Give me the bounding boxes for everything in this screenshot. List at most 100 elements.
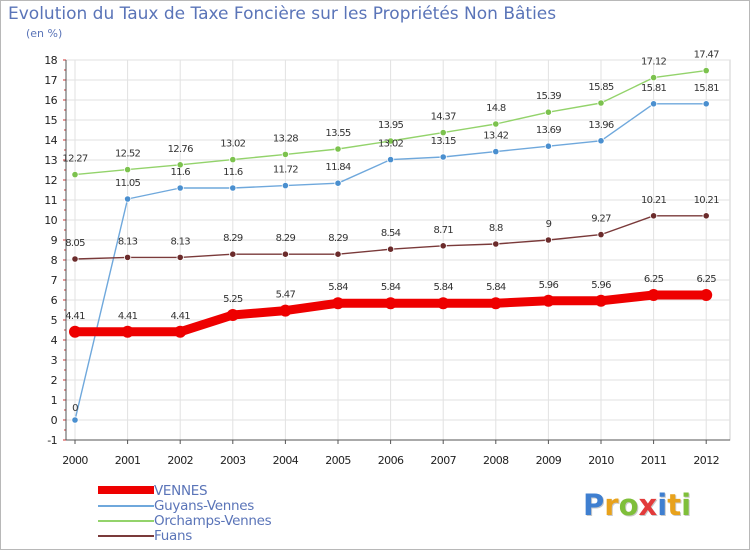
- x-tick-label: 2004: [273, 454, 299, 467]
- legend-label: Orchamps-Vennes: [154, 513, 272, 529]
- data-point: [281, 250, 289, 258]
- data-point: [544, 142, 553, 150]
- data-point: [229, 250, 237, 258]
- data-point: [384, 297, 397, 310]
- series-lines: [69, 67, 713, 424]
- y-tick-label: 6: [51, 294, 58, 307]
- data-label: 13.55: [325, 128, 350, 139]
- data-point: [386, 156, 395, 164]
- data-label: 15.85: [588, 82, 613, 93]
- data-label: 9.27: [591, 214, 611, 225]
- data-point: [334, 145, 342, 153]
- y-tick-label: 17: [44, 74, 57, 87]
- data-point: [702, 212, 710, 220]
- data-label: 13.15: [431, 136, 456, 147]
- y-unit-label: (en %): [26, 27, 63, 40]
- data-labels: 4.41 4.41 4.41 5.25 5.47 5.84 5.84 5.84 5.84 5.96…: [62, 50, 719, 414]
- x-tick-label: 2007: [430, 454, 456, 467]
- data-point: [124, 166, 132, 174]
- data-point: [649, 212, 658, 220]
- y-tick-label: 8: [51, 254, 58, 267]
- data-label: 4.41: [170, 311, 190, 322]
- data-label: 13.69: [536, 125, 561, 136]
- legend-label: Guyans-Vennes: [154, 498, 254, 514]
- data-label: 11.84: [325, 162, 350, 173]
- data-label: 14.37: [431, 112, 456, 123]
- data-label: 12.76: [168, 144, 193, 155]
- x-tick-label: 2010: [588, 454, 614, 467]
- x-tick-label: 2008: [483, 454, 509, 467]
- data-point: [542, 294, 555, 307]
- data-point: [492, 148, 500, 156]
- legend-swatch: [98, 505, 154, 507]
- data-point: [124, 195, 132, 203]
- data-label: 5.84: [328, 282, 348, 293]
- data-label: 5.96: [591, 280, 611, 291]
- y-tick-label: 9: [51, 234, 58, 247]
- data-label: 5.96: [539, 280, 559, 291]
- data-point: [439, 242, 447, 250]
- data-label: 8.71: [433, 225, 453, 236]
- data-point: [597, 99, 605, 107]
- data-label: 14.8: [486, 103, 506, 114]
- data-label: 8.54: [381, 228, 401, 239]
- data-point: [437, 297, 450, 310]
- data-label: 6.25: [696, 274, 716, 285]
- data-point: [439, 129, 447, 137]
- y-tick-label: 4: [51, 334, 58, 347]
- data-label: 8.29: [276, 233, 296, 244]
- data-point: [334, 250, 342, 258]
- y-tick-label: 3: [51, 354, 58, 367]
- data-point: [226, 309, 239, 321]
- y-tick-label: 13: [44, 154, 57, 167]
- data-label: 10.21: [694, 195, 719, 206]
- data-point: [334, 179, 342, 187]
- data-label: 15.39: [536, 91, 561, 102]
- data-label: 17.12: [641, 57, 666, 68]
- data-label: 5.47: [276, 290, 296, 301]
- x-tick-label: 2012: [693, 454, 719, 467]
- y-tick-label: 12: [44, 174, 57, 187]
- x-tick-label: 2009: [536, 454, 562, 467]
- data-label: 6.25: [644, 274, 664, 285]
- y-tick-label: 11: [44, 194, 57, 207]
- data-point: [121, 325, 134, 338]
- data-point: [702, 67, 710, 75]
- data-label: 0: [72, 403, 78, 414]
- plot-area: [65, 59, 731, 441]
- data-label: 4.41: [65, 311, 85, 322]
- data-point: [439, 153, 447, 161]
- data-label: 13.96: [588, 120, 613, 131]
- y-tick-label: 10: [44, 214, 57, 227]
- legend-swatch: [98, 535, 154, 537]
- data-label: 5.25: [223, 294, 243, 305]
- y-tick-label: 14: [44, 134, 57, 147]
- data-point: [647, 289, 660, 301]
- x-tick-label: 2000: [62, 454, 88, 467]
- data-point: [492, 240, 500, 248]
- data-point: [71, 171, 79, 179]
- data-point: [229, 184, 237, 192]
- data-point: [124, 253, 132, 261]
- data-point: [69, 325, 81, 338]
- x-tick-label: 2006: [378, 454, 404, 467]
- data-label: 8.13: [118, 236, 138, 247]
- data-point: [229, 156, 237, 164]
- data-label: 13.02: [378, 139, 403, 150]
- data-point: [176, 161, 184, 169]
- data-label: 15.81: [694, 83, 719, 94]
- data-label: 13.42: [483, 131, 508, 142]
- data-point: [597, 231, 605, 239]
- x-tick-label: 2011: [641, 454, 667, 467]
- data-label: 5.84: [486, 282, 506, 293]
- y-tick-label: 18: [44, 54, 57, 67]
- legend-swatch: [98, 486, 154, 494]
- data-label: 12.27: [62, 154, 87, 165]
- data-label: 9: [546, 219, 552, 230]
- x-tick-label: 2005: [325, 454, 351, 467]
- data-label: 8.8: [489, 223, 503, 234]
- data-point: [544, 108, 553, 116]
- data-point: [386, 245, 395, 253]
- data-point: [176, 253, 184, 261]
